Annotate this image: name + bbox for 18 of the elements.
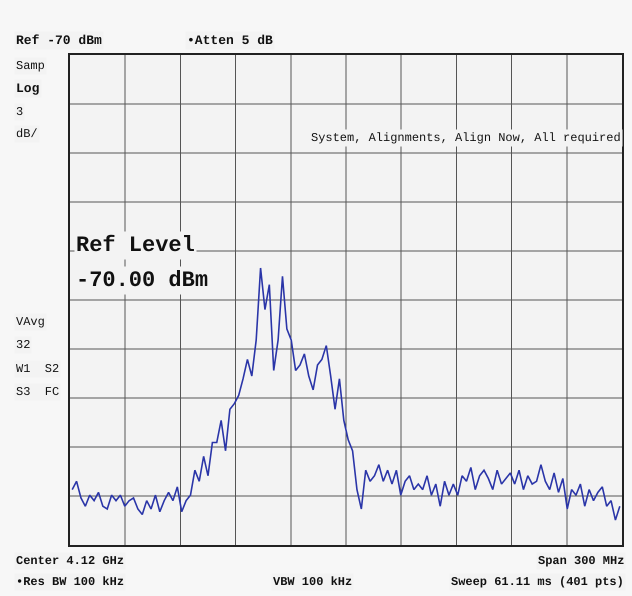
text: Sweep 61.11 ms (401 pts) xyxy=(451,575,624,589)
text: S3 FC xyxy=(16,385,60,399)
text: Ref -70 dBm xyxy=(16,33,102,48)
text: Samp xyxy=(16,59,45,73)
text: VBW 100 kHz xyxy=(273,575,352,589)
text: 3 xyxy=(16,105,24,119)
text: •Atten 5 dB xyxy=(187,33,274,48)
text: W1 S2 xyxy=(16,362,60,376)
text: Center 4.12 GHz xyxy=(16,554,124,568)
text: Span 300 MHz xyxy=(538,554,624,568)
text: System, Alignments, Align Now, All required xyxy=(311,131,621,145)
text: 32 xyxy=(16,338,30,352)
text: VAvg xyxy=(16,315,45,329)
text: dB/ xyxy=(16,127,38,141)
annotation: -70.00 dBm xyxy=(76,268,208,293)
text: Ref Level xyxy=(76,233,195,258)
text: •Res BW 100 kHz xyxy=(16,575,124,589)
text: Log xyxy=(16,81,40,96)
